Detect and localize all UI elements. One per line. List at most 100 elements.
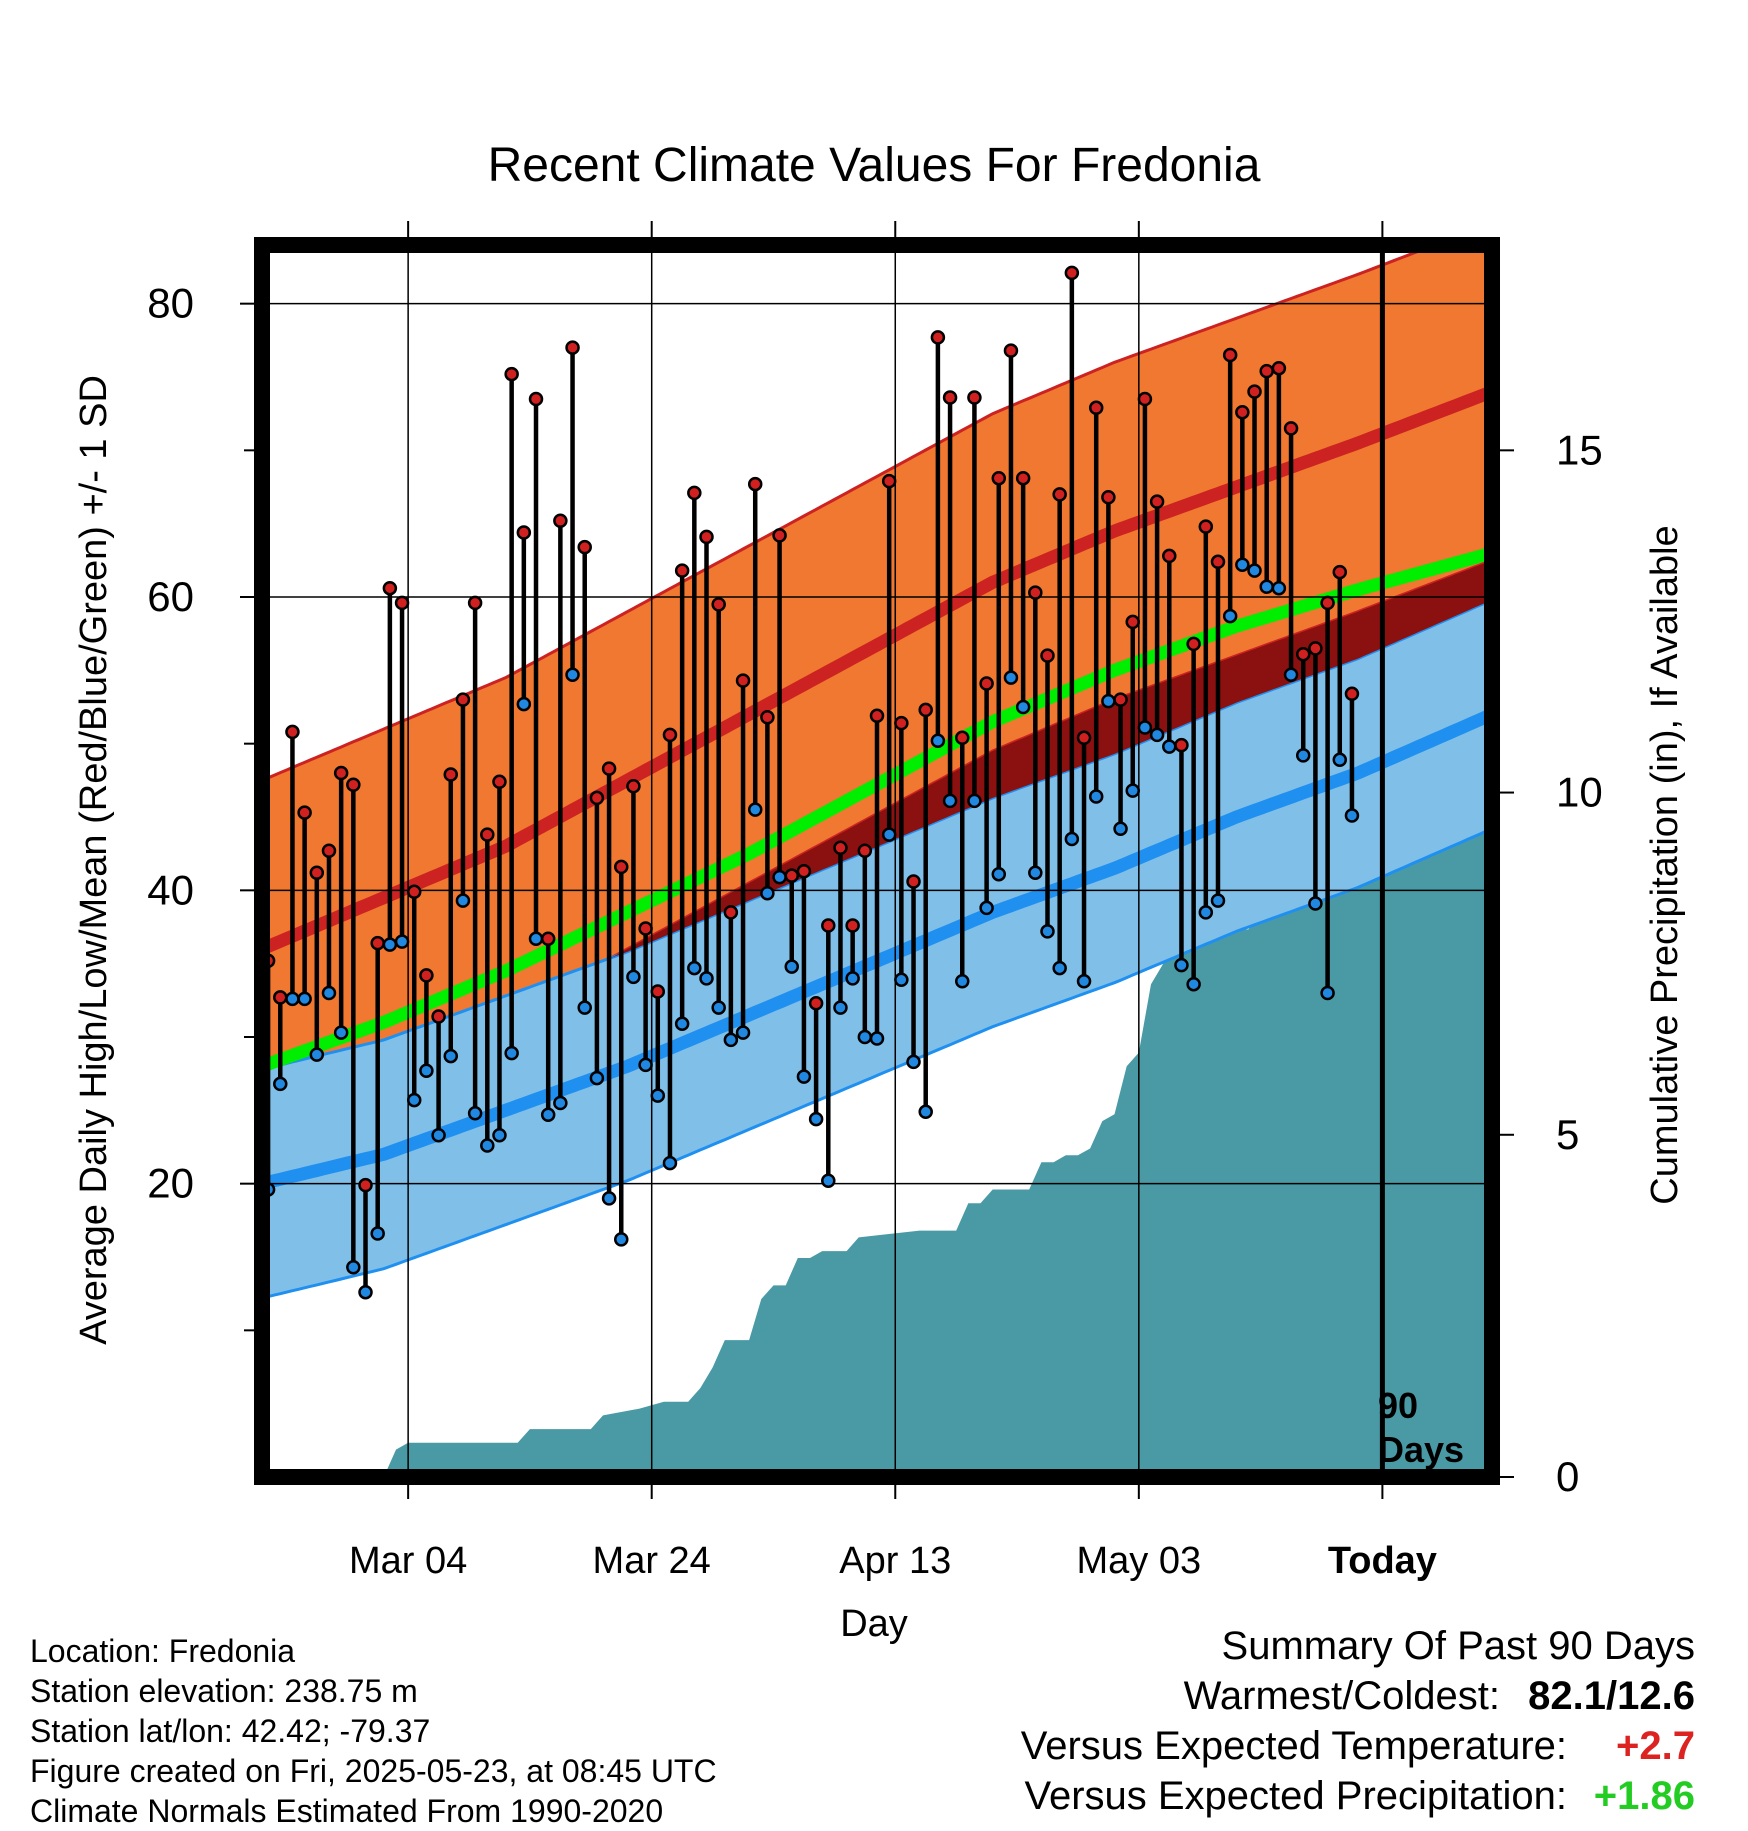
x-tick-label: Today — [1328, 1540, 1437, 1582]
daily-low-dot — [1295, 748, 1311, 763]
daily-high-dot — [370, 935, 385, 951]
daily-high-dot — [723, 905, 739, 920]
daily-low-dot — [808, 1111, 824, 1127]
daily-high-dot — [747, 476, 763, 492]
daily-high-dot — [382, 580, 398, 596]
station-info: Location: Fredonia Station elevation: 23… — [30, 1631, 717, 1831]
daily-high-dot — [821, 918, 836, 933]
daily-low-dot — [321, 985, 337, 1001]
plot-area — [262, 245, 1492, 1477]
daily-high-dot — [589, 790, 605, 806]
daily-low-dot — [1332, 752, 1348, 768]
daily-high-dot — [1210, 554, 1226, 570]
daily-high-dot — [455, 692, 471, 707]
y-axis-label: Average Daily High/Low/Mean (Red/Blue/Gr… — [73, 375, 115, 1345]
today-label-top: 90 — [1378, 1385, 1418, 1426]
daily-high-dot — [699, 529, 714, 545]
daily-high-dot — [297, 805, 312, 820]
temp-anomaly-row: Versus Expected Temperature: +2.7 — [1021, 1721, 1695, 1771]
daily-low-dot — [772, 869, 787, 885]
daily-high-dot — [869, 708, 885, 724]
daily-high-dot — [309, 865, 325, 880]
daily-high-dot — [1040, 648, 1055, 663]
daily-low-dot — [991, 866, 1007, 882]
daily-low-dot — [1003, 670, 1019, 685]
daily-high-dot — [1186, 636, 1201, 652]
daily-high-dot — [528, 391, 544, 407]
daily-low-dot — [1076, 974, 1092, 989]
daily-high-dot — [1271, 360, 1287, 376]
x-tick-label: Mar 04 — [349, 1540, 467, 1582]
daily-high-dot — [1259, 363, 1274, 379]
daily-high-dot — [601, 761, 617, 776]
y-tick-label: 20 — [147, 1160, 194, 1207]
daily-low-dot — [918, 1104, 933, 1120]
daily-low-dot — [1101, 693, 1116, 709]
daily-dots — [262, 265, 1360, 1300]
daily-high-dot — [760, 710, 775, 725]
daily-range-bars — [265, 272, 1355, 1293]
daily-high-dot — [1088, 400, 1104, 416]
warmest-label: Warmest/Coldest: — [1183, 1674, 1500, 1718]
daily-high-dot — [662, 727, 678, 743]
daily-low-dot — [394, 934, 410, 949]
daily-high-dot — [431, 1009, 446, 1024]
daily-low-dot — [333, 1025, 349, 1040]
summary-panel: Summary Of Past 90 Days Warmest/Coldest:… — [1021, 1621, 1695, 1821]
daily-low-dot — [711, 1000, 726, 1015]
x-tick-label: May 03 — [1077, 1540, 1202, 1582]
daily-low-dot — [358, 1284, 373, 1300]
daily-high-dot — [333, 765, 349, 781]
daily-low-dot — [735, 1025, 751, 1040]
daily-low-dot — [1125, 783, 1140, 798]
daily-high-dot — [833, 840, 848, 856]
x-tick-label: Apr 13 — [839, 1540, 951, 1582]
daily-high-dot — [1125, 614, 1140, 630]
daily-high-dot — [991, 470, 1007, 486]
daily-low-dot — [1186, 976, 1201, 992]
normal-high-line — [262, 385, 1492, 955]
daily-low-dot — [443, 1048, 459, 1064]
daily-high-dot — [394, 595, 410, 611]
daily-low-dot — [1113, 821, 1128, 836]
daily-low-dot — [516, 696, 532, 712]
daily-low-dot — [650, 1088, 666, 1103]
temp-anomaly-value: +2.7 — [1616, 1724, 1695, 1768]
daily-high-dot — [772, 528, 787, 543]
precip-anomaly-row: Versus Expected Precipitation: +1.86 — [1021, 1771, 1695, 1821]
daily-low-dot — [894, 972, 909, 988]
daily-low-dot — [1283, 667, 1299, 682]
daily-low-dot — [614, 1232, 629, 1247]
daily-low-dot — [553, 1095, 568, 1111]
y2-tick-label: 0 — [1556, 1453, 1579, 1500]
daily-low-dot — [346, 1260, 361, 1275]
daily-low-dot — [821, 1173, 836, 1188]
daily-low-dot — [747, 802, 763, 817]
daily-low-dot — [857, 1029, 873, 1045]
daily-high-dot — [565, 340, 580, 355]
y-tick-label: 40 — [147, 866, 194, 913]
daily-high-dot — [735, 673, 751, 688]
daily-high-dot — [808, 996, 824, 1011]
daily-high-dot — [492, 774, 507, 790]
daily-low-dot — [480, 1138, 495, 1153]
daily-low-dot — [285, 991, 300, 1007]
daily-high-dot — [796, 864, 812, 879]
daily-high-dot — [467, 595, 483, 611]
daily-high-dot — [930, 330, 946, 345]
daily-high-dot — [1222, 347, 1238, 363]
daily-high-dot — [845, 918, 860, 933]
daily-low-dot — [565, 667, 580, 682]
daily-low-dot — [382, 937, 398, 952]
daily-high-dot — [1113, 692, 1128, 707]
daily-low-dot — [1052, 960, 1067, 976]
daily-high-dot — [1295, 646, 1311, 662]
daily-high-dot — [1320, 595, 1335, 611]
daily-low-dot — [796, 1069, 812, 1084]
daily-high-dot — [1247, 384, 1262, 399]
daily-low-dot — [1040, 924, 1055, 939]
daily-low-dot — [760, 886, 775, 901]
daily-high-dot — [443, 767, 459, 782]
daily-low-dot — [942, 793, 958, 809]
